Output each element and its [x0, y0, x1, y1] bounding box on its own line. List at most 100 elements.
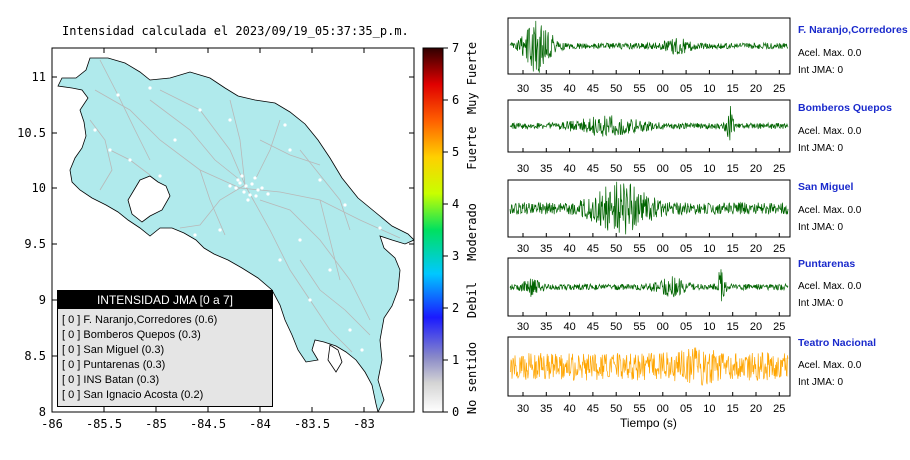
- waveform-tick-label: 05: [680, 321, 692, 333]
- city-point: [234, 186, 238, 190]
- city-point: [198, 108, 202, 112]
- waveform-tick-label: 20: [750, 321, 762, 333]
- colorbar-category-label: Debil: [465, 282, 479, 318]
- waveform-panel-frame: [507, 257, 791, 317]
- station-jma-0: Int JMA: 0: [798, 65, 844, 76]
- waveform-tick-label: 05: [680, 83, 692, 95]
- intensity-legend: INTENSIDAD JMA [0 a 7] [ 0 ] F. Naranjo,…: [57, 290, 273, 407]
- waveform-tick-label: 50: [610, 321, 622, 333]
- colorbar-tick-label: 6: [452, 93, 459, 107]
- waveform-tick-label: 45: [587, 403, 599, 415]
- map-frame: [51, 47, 415, 413]
- lat-tick-label: 9.5: [24, 237, 46, 251]
- waveform-tick-label: 00: [657, 403, 669, 415]
- waveform-tick-label: 25: [773, 321, 785, 333]
- waveform-trace: [509, 105, 789, 141]
- city-point: [278, 258, 282, 262]
- waveform-tick-label: 55: [633, 321, 645, 333]
- colorbar-category-label: No sentido: [465, 342, 479, 414]
- lon-tick-label: -83: [353, 417, 375, 431]
- lon-tick-label: -85: [145, 417, 167, 431]
- waveform-tick-label: 20: [750, 83, 762, 95]
- city-point: [288, 148, 292, 152]
- station-name-0: F. Naranjo,Corredores: [798, 24, 908, 36]
- waveform-tick-label: 35: [540, 163, 552, 175]
- station-jma-1: Int JMA: 0: [798, 143, 844, 154]
- waveform-tick-label: 20: [750, 163, 762, 175]
- city-point: [308, 298, 312, 302]
- city-point: [360, 348, 364, 352]
- waveform-tick-label: 20: [750, 403, 762, 415]
- colorbar-category-label: Fuerte: [465, 126, 479, 169]
- waveform-tick-label: 55: [633, 163, 645, 175]
- waveform-tick-label: 10: [703, 403, 715, 415]
- lat-tick-label: 8: [39, 405, 46, 419]
- city-point: [193, 233, 197, 237]
- gulf-of-nicoya: [127, 175, 171, 223]
- city-point: [318, 178, 322, 182]
- waveform-tick-label: 00: [657, 321, 669, 333]
- city-point: [143, 203, 147, 207]
- waveform-tick-label: 05: [680, 403, 692, 415]
- city-point: [238, 181, 242, 185]
- waveform-tick-label: 55: [633, 403, 645, 415]
- waveform-tick-label: 25: [773, 163, 785, 175]
- waveform-tick-label: 35: [540, 243, 552, 255]
- waveform-panel-frame: [507, 17, 791, 75]
- road: [259, 199, 371, 321]
- legend-title: INTENSIDAD JMA [0 a 7]: [58, 291, 272, 309]
- waveform-tick-label: 05: [680, 243, 692, 255]
- waveform-tick-label: 15: [727, 83, 739, 95]
- city-point: [283, 123, 287, 127]
- road: [259, 139, 321, 166]
- land-polygon: [57, 57, 414, 412]
- city-point: [254, 194, 258, 198]
- waveform-tick-label: 15: [727, 321, 739, 333]
- waveform-tick-label: 15: [727, 403, 739, 415]
- road: [229, 99, 246, 186]
- lon-tick-label: -83.5: [294, 417, 330, 431]
- waveform-tick-label: 25: [773, 83, 785, 95]
- city-point: [173, 138, 177, 142]
- city-point: [253, 176, 257, 180]
- waveform-tick-label: 00: [657, 163, 669, 175]
- waveform-trace: [509, 181, 789, 235]
- colorbar-category-label: Muy Fuerte: [465, 42, 479, 114]
- station-jma-2: Int JMA: 0: [798, 222, 844, 233]
- waveform-tick-label: 45: [587, 243, 599, 255]
- lat-tick-label: 9: [39, 293, 46, 307]
- lat-tick-label: 8.5: [24, 349, 46, 363]
- colorbar-tick-label: 1: [452, 353, 459, 367]
- road-network: [89, 59, 401, 353]
- waveform-tick-label: 00: [657, 83, 669, 95]
- city-point: [298, 238, 302, 242]
- legend-row: [ 0 ] F. Naranjo,Corredores (0.6): [62, 314, 218, 326]
- station-acel-1: Acel. Max. 0.0: [798, 126, 862, 137]
- road: [254, 119, 281, 181]
- station-jma-4: Int JMA: 0: [798, 377, 844, 388]
- colorbar-tick-label: 4: [452, 197, 459, 211]
- city-point: [244, 184, 248, 188]
- waveform-tick-label: 35: [540, 403, 552, 415]
- map-title: Intensidad calculada el 2023/09/19_05:37…: [62, 24, 409, 38]
- city-point: [228, 118, 232, 122]
- waveform-x-label: Tiempo (s): [620, 416, 677, 430]
- legend-row: [ 0 ] Puntarenas (0.3): [62, 359, 166, 371]
- waveform-tick-label: 45: [587, 83, 599, 95]
- city-point: [158, 174, 162, 178]
- waveform-panel-frame: [507, 179, 791, 238]
- legend-row: [ 0 ] INS Batan (0.3): [62, 374, 160, 386]
- waveform-tick-label: 15: [727, 243, 739, 255]
- waveform-tick-label: 35: [540, 83, 552, 95]
- station-acel-0: Acel. Max. 0.0: [798, 48, 862, 59]
- lon-tick-label: -84: [249, 417, 271, 431]
- colorbar-ticks: 0 1 2 3 4 5 6 7: [443, 41, 459, 419]
- colorbar-tick-label: 5: [452, 145, 459, 159]
- waveform-tick-label: 55: [633, 83, 645, 95]
- city-point: [348, 328, 352, 332]
- waveform-tick-label: 05: [680, 163, 692, 175]
- city-points: [93, 86, 382, 352]
- waveform-trace: [509, 269, 789, 302]
- waveform-trace: [509, 347, 789, 387]
- city-point: [246, 198, 250, 202]
